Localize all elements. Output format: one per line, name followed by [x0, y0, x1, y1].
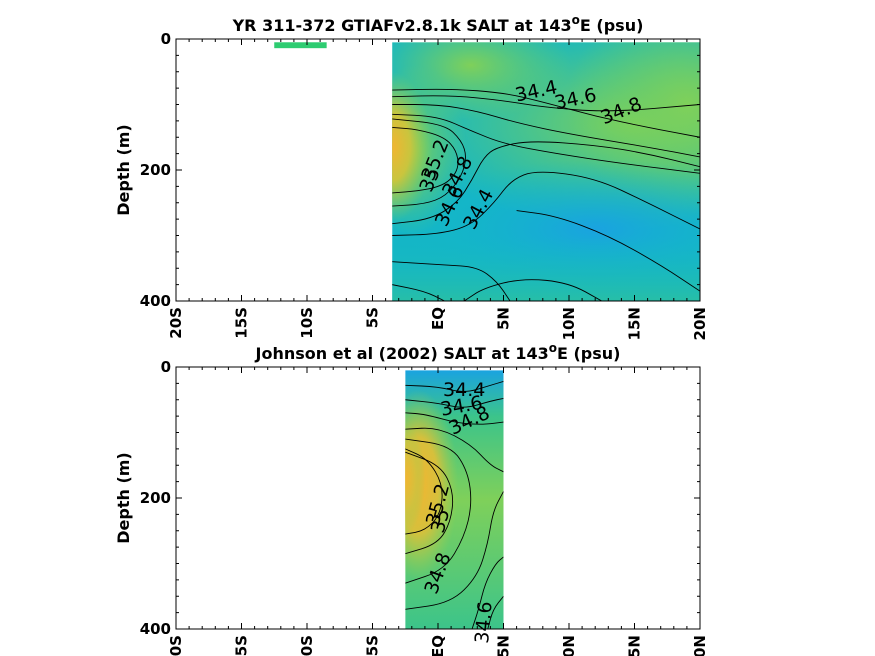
salinity-field [405, 370, 504, 629]
contour-line-4 [392, 113, 700, 174]
contour-line-10 [487, 595, 504, 629]
x-tick-label: 5S [364, 635, 382, 656]
x-tick-label: 10S [298, 635, 316, 656]
x-tick-label: 15N [626, 307, 644, 340]
contour-line-8 [392, 171, 700, 236]
contour-line-5 [405, 448, 443, 535]
chart-title-degree: o [572, 13, 580, 27]
contour-line-7 [405, 438, 472, 584]
contour-label: 34.4 [443, 379, 485, 401]
x-tick-label: EQ [429, 307, 447, 330]
x-tick-label: 5S [364, 307, 382, 328]
y-tick-label: 200 [140, 489, 171, 507]
chart-title-main: YR 311-372 GTIAFv2.8.1k SALT at 143 [232, 16, 572, 35]
y-tick-label: 200 [140, 161, 171, 179]
contour-line-12 [463, 279, 602, 302]
chart-title-tail: E (psu) [557, 344, 621, 363]
chart-title-tail: E (psu) [580, 16, 644, 35]
field-surface [392, 42, 571, 121]
contour-line-8 [405, 491, 504, 610]
contour-label: 34.6 [471, 600, 497, 644]
x-tick-label: 10S [298, 307, 316, 339]
contour-line-3 [405, 412, 504, 425]
x-tick-label: 20S [167, 635, 185, 656]
x-tick-label: 10N [560, 635, 578, 656]
contour-line-1 [392, 88, 700, 138]
contour-line-4 [405, 427, 504, 473]
y-tick-label: 400 [140, 620, 171, 638]
x-tick-label: 20N [691, 635, 709, 656]
contour-line-3 [392, 104, 700, 158]
contour-line-10 [392, 284, 445, 302]
chart-title: Johnson et al (2002) SALT at 143oE (psu) [255, 341, 621, 363]
x-tick-label: 20S [167, 307, 185, 339]
contour-line-2 [392, 95, 700, 112]
chart-title: YR 311-372 GTIAFv2.8.1k SALT at 143oE (p… [232, 13, 644, 35]
contour-line-9 [392, 261, 511, 302]
contour-line-5 [392, 126, 459, 194]
y-tick-label: 0 [161, 30, 171, 48]
x-tick-label: 5N [495, 635, 513, 656]
field-patch [274, 42, 327, 49]
contour-line-7 [392, 141, 700, 225]
x-tick-label: 15N [626, 635, 644, 656]
chart-title-degree: o [549, 341, 557, 355]
y-tick-label: 0 [161, 358, 171, 376]
contour-line-2 [405, 397, 504, 408]
contour-line-1 [405, 380, 504, 392]
field-core-inner [405, 423, 426, 534]
contour-line-9 [471, 556, 504, 629]
x-tick-label: 10N [560, 307, 578, 340]
y-axis-label: Depth (m) [114, 452, 133, 544]
x-tick-label: 20N [691, 307, 709, 340]
salinity-field [392, 42, 700, 302]
x-tick-label: 5N [495, 307, 513, 330]
x-tick-label: EQ [429, 635, 447, 656]
y-tick-label: 400 [140, 292, 171, 310]
x-tick-label: 15S [233, 307, 251, 339]
contour-line-11 [516, 210, 700, 292]
field-bottom [392, 235, 700, 301]
contour-line-6 [405, 451, 454, 555]
x-tick-label: 15S [233, 635, 251, 656]
contour-line-6 [392, 118, 466, 207]
y-axis-label: Depth (m) [114, 124, 133, 216]
chart-title-main: Johnson et al (2002) SALT at 143 [255, 344, 549, 363]
